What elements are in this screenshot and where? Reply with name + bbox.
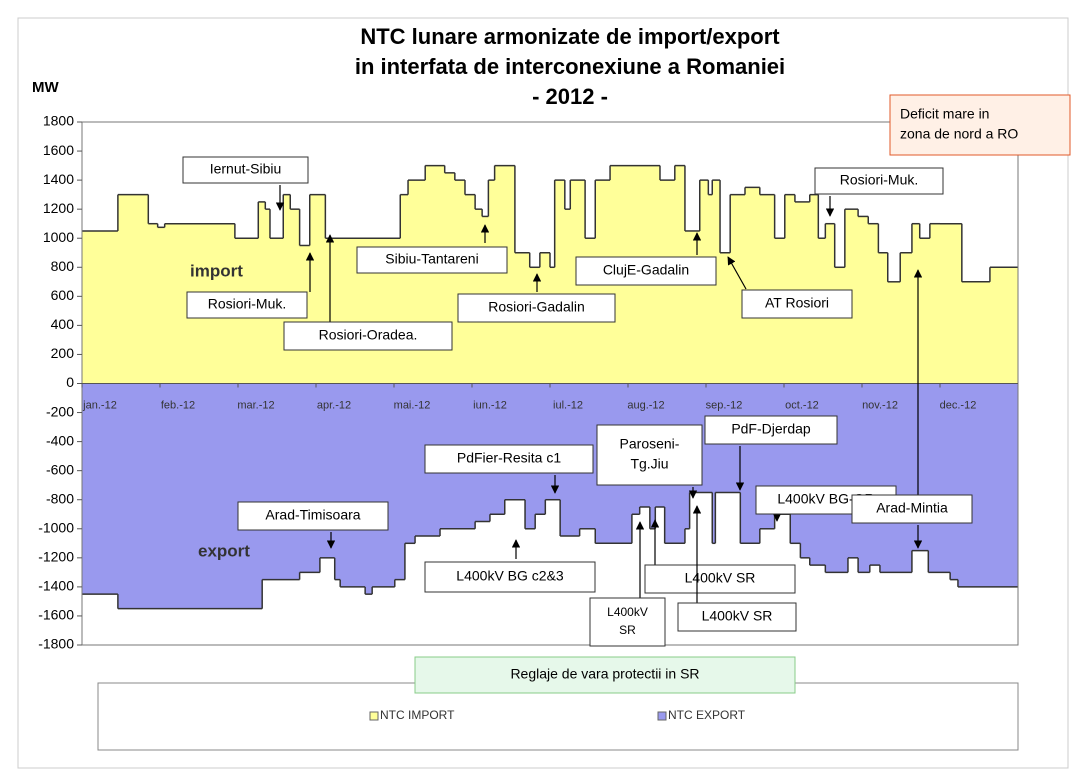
annotation-text: L400kV BG-GR	[777, 491, 874, 507]
y-tick-label: 800	[51, 258, 75, 274]
annotation-text: Reglaje de vara protectii in SR	[510, 666, 699, 682]
y-tick-label: 1200	[43, 200, 74, 216]
annotation-text: Tg.Jiu	[630, 456, 668, 472]
annotation-arrow	[727, 256, 747, 290]
annotation-box	[704, 415, 838, 445]
y-tick-label: -1000	[38, 519, 74, 535]
x-tick-label: aug.-12	[627, 399, 664, 411]
legend-items: NTC IMPORT NTC EXPORT	[369, 708, 746, 722]
annotation-text: Deficit mare in	[900, 106, 989, 122]
annotation-text: ClujE-Gadalin	[603, 262, 689, 278]
legend-label: NTC IMPORT	[380, 708, 455, 722]
frame	[17, 17, 1069, 769]
x-tick-label: mai.-12	[394, 399, 431, 411]
x-tick-label: sep.-12	[706, 399, 743, 411]
annotation-text: L400kV SR	[685, 570, 756, 586]
annotation-text: Rosiori-Oradea.	[319, 327, 418, 343]
annotation-text: Iernut-Sibiu	[210, 161, 282, 177]
annotation-text: Paroseni-	[620, 436, 680, 452]
y-tick-label: -400	[46, 432, 74, 448]
y-tick-label: 400	[51, 316, 75, 332]
x-tick-label: iul.-12	[553, 399, 583, 411]
region-label: import	[190, 261, 243, 280]
annotation-box	[851, 494, 973, 524]
chart-title: NTC lunare armonizate de import/export	[360, 24, 780, 49]
region-label: export	[198, 541, 250, 560]
y-tick-label: 1600	[43, 142, 74, 158]
annotation-text: AT Rosiori	[765, 295, 829, 311]
y-tick-label: 0	[66, 374, 74, 390]
y-tick-label: 1400	[43, 171, 74, 187]
annotation-box	[424, 561, 596, 593]
annotation-text: L400kV SR	[702, 608, 773, 624]
x-tick-label: apr.-12	[317, 399, 351, 411]
annotation-box	[814, 167, 944, 195]
annotation-box	[356, 246, 508, 274]
annotation-text: L400kV	[607, 605, 648, 619]
annotation-box	[283, 321, 453, 351]
annotation-text: PdF-Djerdap	[731, 421, 811, 437]
y-tick-label: -1800	[38, 636, 74, 652]
annotation-box	[237, 501, 389, 531]
y-tick-label: -800	[46, 490, 74, 506]
x-tick-label: iun.-12	[473, 399, 507, 411]
annotation-text: Arad-Timisoara	[265, 507, 360, 523]
annotation-box	[414, 656, 796, 694]
annotation-box	[741, 289, 853, 319]
annotation-box	[589, 597, 666, 647]
annotation-box	[424, 444, 594, 474]
y-tick-label: -1400	[38, 578, 74, 594]
annotation-box	[889, 94, 1071, 156]
y-tick-label: 1000	[43, 229, 74, 245]
annotation-box	[596, 424, 703, 486]
x-tick-label: jan.-12	[82, 399, 117, 411]
x-tick-label: mar.-12	[237, 399, 274, 411]
x-tick-label: nov.-12	[862, 399, 898, 411]
y-tick-label: -1600	[38, 607, 74, 623]
y-tick-label: -600	[46, 461, 74, 477]
x-tick-label: dec.-12	[940, 399, 977, 411]
annotation-box	[182, 156, 309, 184]
annotation-box	[644, 564, 796, 594]
y-tick-label: -200	[46, 403, 74, 419]
chart-title: - 2012 -	[532, 84, 608, 109]
annotation-box	[457, 293, 616, 323]
annotations: Iernut-Sibiu Rosiori-Muk. Rosiori-Oradea. S…	[182, 94, 1071, 694]
annotation-text: zona de nord a RO	[900, 126, 1018, 142]
y-tick-label: 600	[51, 287, 75, 303]
x-tick-label: feb.-12	[161, 399, 195, 411]
annotation-text: Rosiori-Muk.	[840, 172, 919, 188]
y-axis-label: MW	[32, 79, 59, 96]
legend	[97, 682, 1019, 751]
legend-label: NTC EXPORT	[668, 708, 746, 722]
annotation-text: Arad-Mintia	[876, 500, 948, 516]
annotation-text: Rosiori-Gadalin	[488, 299, 584, 315]
annotation-text: Rosiori-Muk.	[208, 296, 287, 312]
legend-swatch	[657, 711, 667, 721]
chart-title: in interfata de interconexiune a Romanie…	[355, 54, 785, 79]
annotation-text: SR	[619, 623, 636, 637]
x-tick-label: oct.-12	[785, 399, 819, 411]
annotation-box	[186, 291, 308, 319]
legend-swatch	[369, 711, 379, 721]
annotation-box	[677, 602, 797, 632]
annotation-text: Sibiu-Tantareni	[385, 251, 478, 267]
annotation-text: L400kV BG c2&3	[456, 568, 564, 584]
annotation-box	[575, 256, 717, 286]
y-tick-label: 1800	[43, 113, 74, 129]
annotation-text: PdFier-Resita c1	[457, 450, 561, 466]
y-tick-label: 200	[51, 345, 75, 361]
y-tick-label: -1200	[38, 549, 74, 565]
